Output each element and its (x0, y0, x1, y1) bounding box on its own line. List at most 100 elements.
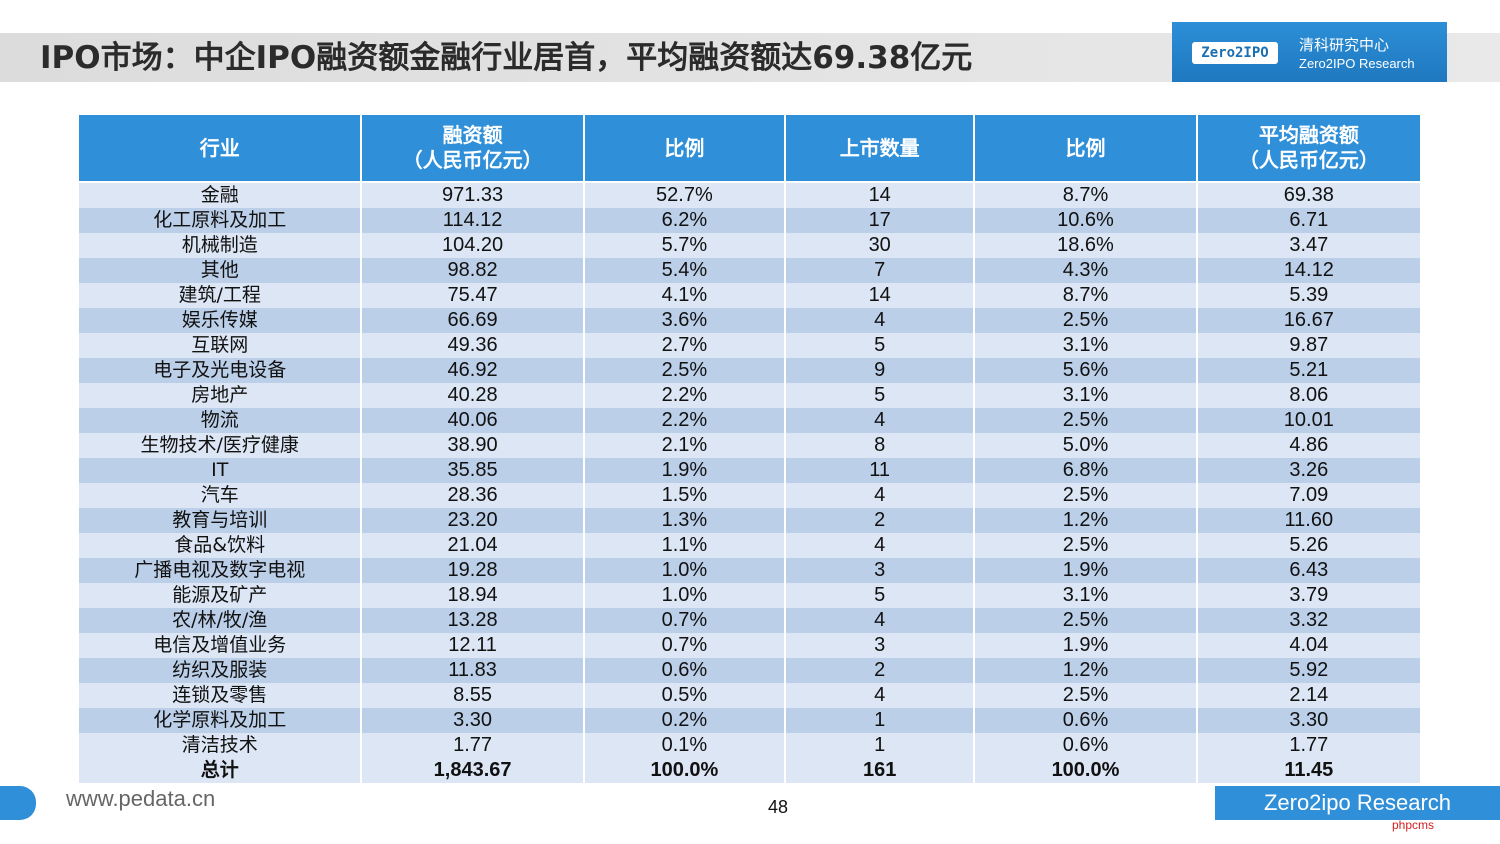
value-cell: 40.28 (362, 383, 583, 408)
value-cell: 12.11 (362, 633, 583, 658)
table-row: 食品&饮料 21.04 1.1% 4 2.5% 5.26 (79, 533, 1420, 558)
column-header: 上市数量 (786, 115, 974, 183)
value-cell: 3.32 (1197, 608, 1420, 633)
value-cell: 66.69 (362, 308, 583, 333)
total-row: 总计 1,843.67 100.0% 161 100.0% 11.45 (79, 758, 1420, 783)
value-cell: 3.47 (1197, 233, 1420, 258)
column-header: 平均融资额 （人民币亿元） (1197, 115, 1420, 183)
table-row: 物流 40.06 2.2% 4 2.5% 10.01 (79, 408, 1420, 433)
table-row: 生物技术/医疗健康 38.90 2.1% 8 5.0% 4.86 (79, 433, 1420, 458)
value-cell: 28.36 (362, 483, 583, 508)
table-row: 其他 98.82 5.4% 7 4.3% 14.12 (79, 258, 1420, 283)
ipo-industry-table: 行业 融资额 （人民币亿元） 比例 上市数量 比例 平均融资额 （人民币亿元） 金融 971.3… (77, 115, 1422, 783)
value-cell: 19.28 (362, 558, 583, 583)
industry-cell: 娱乐传媒 (79, 308, 361, 333)
value-cell: 0.1% (584, 733, 785, 758)
value-cell: 7.09 (1197, 483, 1420, 508)
zero2ipo-logo: Zero2IPO 清科研究中心 Zero2IPO Research (1172, 22, 1447, 82)
watermark: phpcms (1392, 818, 1435, 832)
value-cell: 2.2% (584, 408, 785, 433)
total-value-cell: 11.45 (1197, 758, 1420, 783)
value-cell: 5.0% (975, 433, 1196, 458)
industry-cell: 电子及光电设备 (79, 358, 361, 383)
value-cell: 11.83 (362, 658, 583, 683)
value-cell: 10.01 (1197, 408, 1420, 433)
value-cell: 3.1% (975, 333, 1196, 358)
value-cell: 5.4% (584, 258, 785, 283)
logo-badge: Zero2IPO (1192, 42, 1278, 64)
footer-url[interactable]: www.pedata.cn (66, 786, 216, 811)
value-cell: 1.3% (584, 508, 785, 533)
total-value-cell: 100.0% (584, 758, 785, 783)
value-cell: 114.12 (362, 208, 583, 233)
value-cell: 2.1% (584, 433, 785, 458)
value-cell: 40.06 (362, 408, 583, 433)
value-cell: 8.7% (975, 183, 1196, 208)
value-cell: 1.77 (362, 733, 583, 758)
industry-cell: 金融 (79, 183, 361, 208)
value-cell: 11.60 (1197, 508, 1420, 533)
table-row: 金融 971.33 52.7% 14 8.7% 69.38 (79, 183, 1420, 208)
table-row: 电信及增值业务 12.11 0.7% 3 1.9% 4.04 (79, 633, 1420, 658)
value-cell: 2.5% (975, 408, 1196, 433)
value-cell: 18.94 (362, 583, 583, 608)
industry-cell: 电信及增值业务 (79, 633, 361, 658)
table-row: 机械制造 104.20 5.7% 30 18.6% 3.47 (79, 233, 1420, 258)
value-cell: 4 (786, 308, 974, 333)
industry-cell: 互联网 (79, 333, 361, 358)
value-cell: 3.30 (362, 708, 583, 733)
value-cell: 18.6% (975, 233, 1196, 258)
footer-brand: Zero2ipo Research (1215, 786, 1500, 820)
column-header-unit: （人民币亿元） (1238, 148, 1379, 172)
value-cell: 3.1% (975, 383, 1196, 408)
value-cell: 0.6% (975, 733, 1196, 758)
value-cell: 2.5% (975, 608, 1196, 633)
table-row: 能源及矿产 18.94 1.0% 5 3.1% 3.79 (79, 583, 1420, 608)
value-cell: 69.38 (1197, 183, 1420, 208)
column-header: 融资额 （人民币亿元） (362, 115, 583, 183)
industry-cell: 农/林/牧/渔 (79, 608, 361, 633)
value-cell: 17 (786, 208, 974, 233)
value-cell: 4 (786, 608, 974, 633)
value-cell: 1 (786, 733, 974, 758)
industry-cell: 生物技术/医疗健康 (79, 433, 361, 458)
table-row: IT 35.85 1.9% 11 6.8% 3.26 (79, 458, 1420, 483)
column-header-unit: （人民币亿元） (402, 148, 543, 172)
value-cell: 9 (786, 358, 974, 383)
table-row: 农/林/牧/渔 13.28 0.7% 4 2.5% 3.32 (79, 608, 1420, 633)
industry-cell: 机械制造 (79, 233, 361, 258)
value-cell: 0.5% (584, 683, 785, 708)
industry-cell: 其他 (79, 258, 361, 283)
logo-cn-text: 清科研究中心 (1299, 36, 1390, 54)
value-cell: 14 (786, 283, 974, 308)
value-cell: 3.26 (1197, 458, 1420, 483)
value-cell: 1.0% (584, 558, 785, 583)
table-row: 汽车 28.36 1.5% 4 2.5% 7.09 (79, 483, 1420, 508)
value-cell: 3.30 (1197, 708, 1420, 733)
value-cell: 1.9% (975, 633, 1196, 658)
table-header-row: 行业 融资额 （人民币亿元） 比例 上市数量 比例 平均融资额 （人民币亿元） (79, 115, 1420, 183)
table-row: 广播电视及数字电视 19.28 1.0% 3 1.9% 6.43 (79, 558, 1420, 583)
value-cell: 0.7% (584, 608, 785, 633)
page-number: 48 (768, 797, 789, 817)
value-cell: 30 (786, 233, 974, 258)
total-label-cell: 总计 (79, 758, 361, 783)
table-row: 教育与培训 23.20 1.3% 2 1.2% 11.60 (79, 508, 1420, 533)
value-cell: 14.12 (1197, 258, 1420, 283)
industry-cell: 化学原料及加工 (79, 708, 361, 733)
value-cell: 7 (786, 258, 974, 283)
industry-cell: 教育与培训 (79, 508, 361, 533)
value-cell: 8.06 (1197, 383, 1420, 408)
column-header-label: 融资额 (442, 123, 503, 147)
value-cell: 0.2% (584, 708, 785, 733)
value-cell: 2 (786, 658, 974, 683)
value-cell: 0.6% (975, 708, 1196, 733)
logo-en-text: Zero2IPO Research (1299, 56, 1415, 71)
value-cell: 3.79 (1197, 583, 1420, 608)
industry-cell: 能源及矿产 (79, 583, 361, 608)
column-header-label: 上市数量 (839, 135, 920, 160)
table-row: 清洁技术 1.77 0.1% 1 0.6% 1.77 (79, 733, 1420, 758)
table-row: 互联网 49.36 2.7% 5 3.1% 9.87 (79, 333, 1420, 358)
column-header-label: 行业 (199, 135, 240, 160)
value-cell: 2.14 (1197, 683, 1420, 708)
